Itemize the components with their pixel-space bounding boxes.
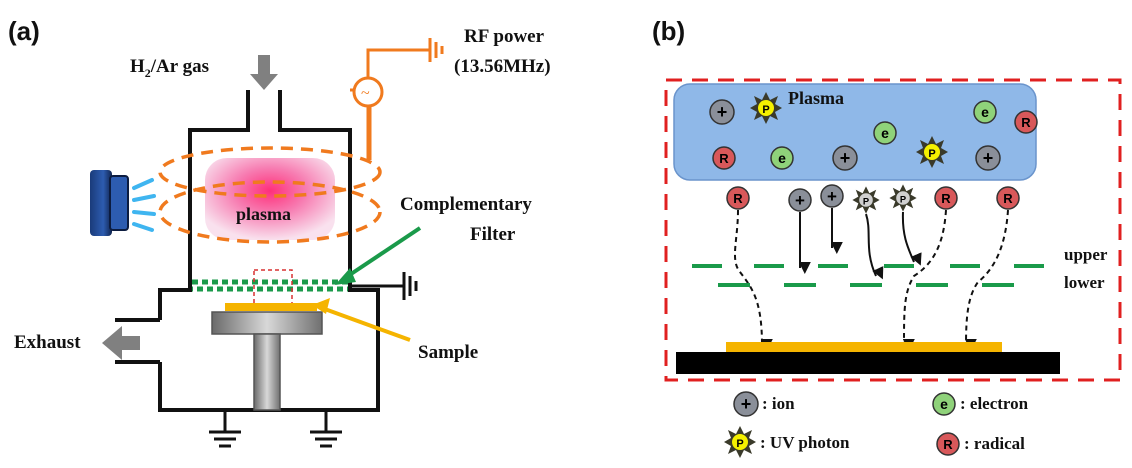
legend-photon-label: : UV photon [760,433,850,452]
panel-b: (b) Plasma + P e e R R e + P + R + + P P… [652,16,1122,382]
svg-text:R: R [1021,115,1031,130]
zoom-frame [664,78,1122,382]
svg-text:+: + [840,148,851,168]
legend: + : ion e : electron P : UV photon R : r… [724,391,1029,458]
legend-electron-icon: e [932,392,956,416]
uv-photon-particle: P [889,184,917,212]
svg-text:R: R [719,151,729,166]
svg-text:R: R [733,191,743,206]
filter-pointer-arrow [335,226,422,285]
svg-text:+: + [717,102,728,122]
legend-radical-icon: R [936,432,960,456]
svg-text:+: + [983,148,994,168]
particle-trajectories [734,208,1009,352]
panel-a: (a) H2/Ar gas Exhaust ~ [8,16,551,448]
bottom-ground-left-icon [209,410,241,448]
svg-text:P: P [928,148,935,160]
pedestal [211,311,323,411]
ion-particle: + [820,184,844,208]
plasma-label-b: Plasma [788,88,844,108]
svg-text:R: R [1003,191,1013,206]
radical-particle: R [712,146,736,170]
svg-text:P: P [762,104,769,116]
exhaust-arrow [102,326,140,360]
uv-photon-particle: P [750,92,782,124]
filter-ground-icon [350,272,418,300]
ion-particle: + [709,99,735,125]
plasma-label-a: plasma [236,204,291,224]
svg-text:R: R [943,437,953,452]
uv-photon-particle: P [852,186,880,214]
sample [225,303,317,311]
lower-label: lower [1064,273,1105,292]
uv-lamp-icon [90,170,156,236]
ion-particle: + [788,188,812,212]
upper-label: upper [1064,245,1108,264]
filter-label-line1: Complementary [400,194,532,215]
svg-text:e: e [881,125,889,141]
radical-particle: R [934,186,958,210]
sample-label: Sample [418,342,478,363]
radical-particle: R [996,186,1020,210]
svg-text:P: P [900,194,906,204]
radical-particle: R [726,186,750,210]
plasma-glow [205,158,335,240]
svg-text:+: + [795,191,805,210]
electron-particle: e [770,146,794,170]
svg-text:e: e [940,396,948,412]
exhaust-label: Exhaust [14,332,81,353]
ion-particle: + [975,145,1001,171]
gas-label: H2/Ar gas [130,56,209,80]
electron-particle: e [873,121,897,145]
svg-text:+: + [827,187,837,206]
icp-coil [158,146,382,244]
svg-text:R: R [941,191,951,206]
filter-label-line2: Filter [470,224,516,245]
radical-particle: R [1014,110,1038,134]
panel-b-label: (b) [652,16,685,46]
svg-text:e: e [778,150,786,166]
bottom-ground-right-icon [310,410,342,448]
substrate [676,352,1060,374]
legend-electron-label: : electron [960,394,1029,413]
legend-ion-icon: + [733,391,759,417]
electron-particle: e [973,100,997,124]
legend-photon-icon: P [724,426,756,458]
complementary-filter [192,279,348,292]
sample-layer [726,342,1002,352]
panel-a-label: (a) [8,16,40,46]
svg-text:~: ~ [361,85,370,102]
legend-radical-label: : radical [964,434,1025,453]
rf-label-line1: RF power [464,26,545,47]
chamber-outline [115,90,380,412]
svg-text:e: e [981,104,989,120]
gas-inlet-arrow [250,55,278,90]
legend-ion-label: : ion [762,394,795,413]
sample-pointer-arrow [312,298,411,342]
svg-text:P: P [736,438,743,450]
svg-text:+: + [741,394,752,414]
svg-text:P: P [863,196,869,206]
uv-photon-particle: P [916,136,948,168]
ion-particle: + [832,145,858,171]
rf-label-line2: (13.56MHz) [454,56,551,77]
rf-source: ~ [350,38,444,160]
